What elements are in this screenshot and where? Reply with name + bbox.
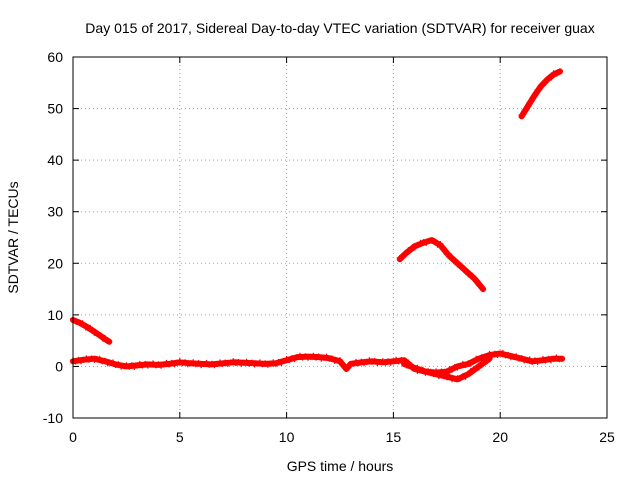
series-arc-5	[518, 68, 563, 120]
data-point	[550, 355, 557, 362]
data-point	[200, 361, 207, 367]
data-point	[192, 361, 199, 368]
data-point	[97, 332, 104, 339]
data-point	[531, 93, 538, 100]
data-point	[475, 364, 482, 371]
data-point	[406, 362, 413, 369]
data-point	[478, 361, 485, 368]
series-arc-2-near-zero	[70, 350, 566, 377]
data-point	[246, 360, 253, 367]
data-point	[557, 68, 563, 75]
y-axis-label: SDTVAR / TECUs	[5, 181, 21, 293]
data-point	[79, 320, 86, 327]
data-point	[343, 366, 350, 372]
data-point	[486, 355, 493, 362]
data-point	[288, 355, 295, 362]
series-arc-1	[70, 315, 113, 345]
data-point	[525, 103, 531, 109]
data-point	[112, 362, 119, 368]
data-point	[275, 359, 282, 365]
y-tick-label: 60	[47, 49, 63, 65]
plot-data	[70, 68, 566, 383]
data-point	[106, 338, 113, 345]
data-point	[463, 267, 469, 274]
data-point	[414, 364, 421, 371]
x-tick-label: 10	[279, 429, 295, 445]
data-point	[448, 253, 455, 260]
data-point	[528, 98, 535, 105]
data-point	[240, 359, 247, 366]
y-tick-label: 20	[47, 255, 63, 271]
data-point	[283, 356, 290, 362]
data-point	[238, 360, 245, 367]
data-point	[473, 277, 480, 284]
y-tick-label: 0	[55, 358, 63, 374]
data-point	[318, 355, 325, 362]
data-point	[73, 318, 80, 325]
x-tick-label: 0	[69, 429, 77, 445]
chart-title: Day 015 of 2017, Sidereal Day-to-day VTE…	[85, 20, 594, 36]
data-point	[264, 361, 271, 368]
data-point	[553, 70, 560, 77]
plot-frame	[72, 56, 608, 419]
data-point	[102, 334, 108, 341]
data-point	[267, 360, 274, 367]
data-point	[184, 361, 191, 368]
series-arc-3-low	[401, 355, 493, 383]
data-point	[469, 272, 476, 279]
y-tick-label: 30	[47, 204, 63, 220]
data-point	[437, 241, 444, 247]
data-point	[187, 360, 194, 367]
axes-ticks: 0 5 10 15 20 25 -10 0 10 20 30 40 50 60	[43, 49, 615, 445]
data-point	[533, 90, 539, 97]
data-point	[401, 359, 408, 366]
data-point	[520, 111, 527, 118]
data-point	[434, 241, 441, 248]
y-tick-label: 40	[47, 152, 63, 168]
data-point	[478, 354, 485, 361]
data-point	[459, 360, 466, 367]
data-point	[398, 254, 405, 261]
data-point	[147, 361, 154, 368]
data-point	[441, 246, 448, 253]
data-point	[548, 74, 555, 81]
data-point	[307, 353, 314, 360]
x-tick-label: 20	[492, 429, 508, 445]
y-tick-label: -10	[43, 410, 63, 426]
x-tick-label: 25	[599, 429, 615, 445]
data-point	[523, 106, 530, 113]
data-point	[431, 238, 438, 245]
data-point	[458, 263, 465, 269]
data-point	[89, 326, 96, 333]
x-tick-label: 15	[386, 429, 402, 445]
data-point	[254, 360, 261, 367]
data-point	[470, 367, 477, 374]
y-tick-label: 10	[47, 307, 63, 323]
data-point	[337, 357, 343, 364]
data-point	[420, 239, 427, 246]
data-point	[452, 257, 459, 264]
x-axis-label: GPS time / hours	[287, 458, 394, 474]
y-tick-label: 50	[47, 101, 63, 117]
data-point	[377, 359, 383, 365]
series-arc-4	[396, 237, 487, 293]
data-point	[369, 358, 375, 365]
data-point	[465, 371, 472, 378]
data-point	[480, 286, 487, 293]
data-point	[120, 362, 127, 369]
data-point	[539, 82, 546, 89]
data-point	[299, 354, 306, 361]
data-point	[536, 86, 543, 93]
x-tick-label: 5	[176, 429, 184, 445]
data-point	[559, 355, 566, 362]
